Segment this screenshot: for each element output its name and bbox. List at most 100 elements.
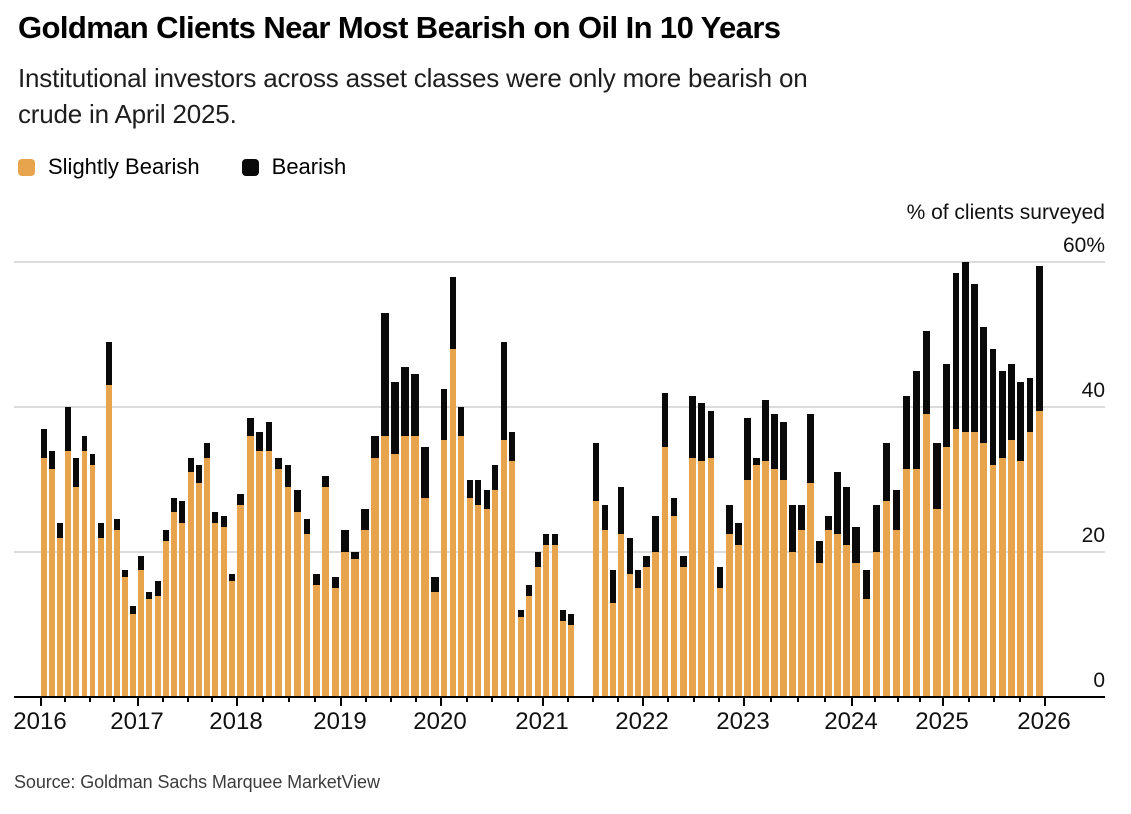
bar-segment-slightly-bearish: [902, 468, 911, 697]
x-axis-minor-tick: [262, 698, 264, 702]
bar-segment-bearish: [698, 403, 705, 462]
bar-segment-slightly-bearish: [980, 443, 988, 697]
bar-segment-slightly-bearish: [431, 591, 439, 697]
x-axis-minor-tick: [64, 698, 67, 702]
bar-segment-slightly-bearish: [852, 562, 860, 697]
bar-segment-slightly-bearish: [381, 436, 389, 697]
x-axis-minor-tick: [390, 698, 392, 702]
subtitle-line-2: crude in April 2025.: [18, 99, 237, 129]
bar-segment-bearish: [411, 374, 419, 436]
bar-segment-slightly-bearish: [534, 566, 541, 697]
bar-segment-slightly-bearish: [689, 457, 696, 697]
bar-segment-slightly-bearish: [130, 613, 136, 697]
bar-segment-slightly-bearish: [680, 566, 687, 697]
bar-segment-slightly-bearish: [220, 526, 227, 697]
x-axis-year-label: 2019: [313, 708, 367, 735]
bar-segment-bearish: [483, 490, 490, 509]
bar-segment-slightly-bearish: [816, 562, 823, 697]
bar-segment-bearish: [753, 457, 760, 465]
x-axis-minor-tick: [491, 698, 493, 702]
bar-segment-bearish: [89, 454, 96, 465]
bar-segment-slightly-bearish: [952, 428, 960, 697]
bar-segment-slightly-bearish: [113, 530, 120, 697]
bar-segment-slightly-bearish: [138, 570, 145, 697]
bar-segment-slightly-bearish: [559, 620, 566, 697]
bar-segment-bearish: [980, 327, 988, 444]
bar-segment-bearish: [265, 421, 273, 451]
bar-segment-slightly-bearish: [1026, 432, 1034, 697]
bar-segment-slightly-bearish: [449, 349, 456, 697]
y-axis-tick-label: 60%: [1062, 234, 1105, 257]
bar-segment-bearish: [952, 272, 960, 429]
x-axis-minor-tick: [186, 698, 189, 702]
bar-segment-bearish: [361, 508, 369, 531]
bar-segment-bearish: [331, 577, 339, 589]
x-axis-major-tick: [40, 698, 42, 706]
x-axis-year-label: 2025: [915, 708, 969, 735]
x-axis-minor-tick: [824, 698, 826, 702]
bar-segment-bearish: [146, 591, 153, 600]
x-axis-major-tick: [440, 698, 442, 706]
bar-segment-slightly-bearish: [780, 479, 787, 697]
bar-segment-bearish: [998, 370, 1006, 458]
bar-segment-bearish: [322, 475, 330, 487]
bar-segment-slightly-bearish: [744, 479, 751, 697]
bar-segment-bearish: [57, 523, 64, 538]
bar-segment-bearish: [680, 555, 687, 567]
bar-segment-bearish: [634, 570, 641, 589]
bar-segment-slightly-bearish: [331, 588, 339, 697]
bar-segment-slightly-bearish: [89, 465, 96, 697]
bar-segment-bearish: [284, 465, 292, 487]
bar-segment-slightly-bearish: [500, 439, 507, 697]
bar-segment-slightly-bearish: [492, 490, 499, 697]
bar-segment-slightly-bearish: [246, 436, 254, 697]
x-axis-minor-tick: [161, 698, 164, 702]
bar-segment-bearish: [798, 504, 805, 531]
legend-label: Bearish: [271, 154, 347, 179]
bar-segment-slightly-bearish: [517, 617, 524, 697]
bar-segment-slightly-bearish: [725, 533, 733, 697]
x-axis-minor-tick: [919, 698, 922, 702]
bar-segment-bearish: [593, 443, 600, 502]
bar-segment-bearish: [204, 443, 211, 458]
bar-segment-slightly-bearish: [771, 468, 778, 697]
bar-segment-slightly-bearish: [265, 450, 273, 697]
bar-segment-slightly-bearish: [49, 468, 56, 697]
bar-segment-bearish: [559, 610, 566, 621]
bar-segment-slightly-bearish: [466, 497, 473, 697]
source-note: Source: Goldman Sachs Marquee MarketView: [14, 772, 380, 792]
bar-segment-slightly-bearish: [204, 457, 211, 697]
bar-segment-slightly-bearish: [237, 504, 245, 697]
x-axis-major-tick: [942, 698, 944, 706]
x-axis-major-tick: [340, 698, 342, 706]
bar-segment-slightly-bearish: [1017, 461, 1025, 697]
bar-segment-bearish: [762, 399, 769, 462]
x-axis-year-label: 2026: [1017, 708, 1071, 735]
bar-segment-slightly-bearish: [81, 450, 88, 697]
bar-segment-slightly-bearish: [228, 581, 235, 697]
bar-segment-slightly-bearish: [294, 512, 301, 697]
x-axis-minor-tick: [592, 698, 594, 702]
bar-segment-bearish: [275, 457, 282, 469]
x-axis-major-tick: [137, 698, 139, 706]
bar-segment-bearish: [543, 533, 550, 545]
bar-segment-bearish: [892, 490, 901, 531]
bar-segment-slightly-bearish: [798, 530, 805, 697]
bar-segment-slightly-bearish: [943, 446, 950, 697]
bar-segment-slightly-bearish: [256, 450, 264, 697]
bar-segment-bearish: [65, 407, 72, 451]
bar-segment-bearish: [162, 530, 169, 542]
bar-segment-slightly-bearish: [73, 486, 80, 697]
bar-segment-slightly-bearish: [97, 537, 104, 697]
subtitle-line-1: Institutional investors across asset cla…: [18, 63, 808, 93]
bar-segment-bearish: [312, 573, 320, 585]
x-axis-minor-tick: [993, 698, 995, 702]
bar-segment-bearish: [1026, 378, 1034, 433]
x-axis-minor-tick: [717, 698, 720, 702]
bar-segment-bearish: [735, 523, 742, 545]
x-axis-minor-tick: [211, 698, 214, 702]
bar-segment-slightly-bearish: [609, 602, 616, 697]
bar-segment-slightly-bearish: [862, 599, 870, 697]
bar-segment-slightly-bearish: [275, 468, 282, 697]
